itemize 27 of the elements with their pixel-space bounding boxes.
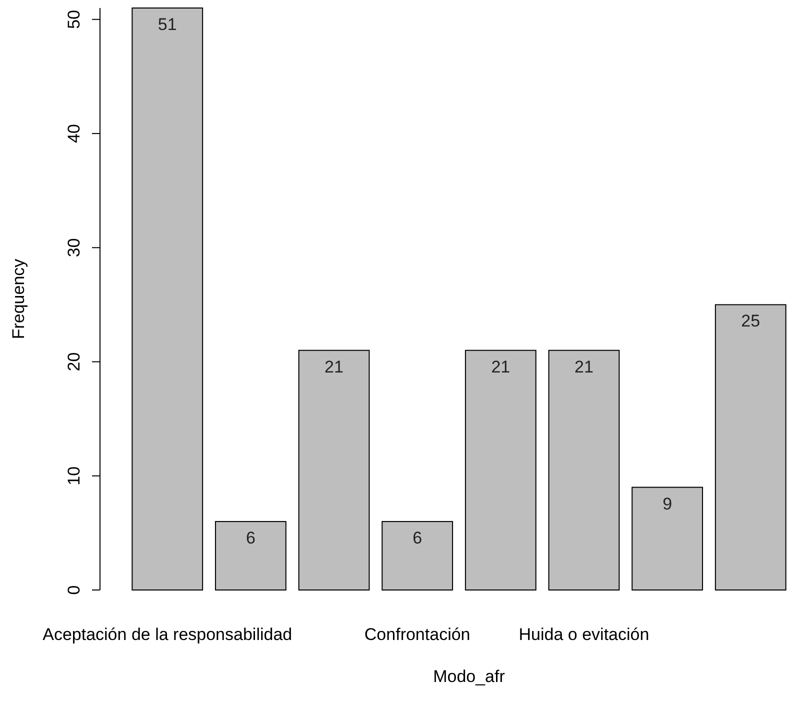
data-label: 51 (158, 15, 177, 34)
x-tick-label: Aceptación de la responsabilidad (42, 625, 292, 644)
y-tick-label: 40 (64, 124, 84, 143)
data-label: 6 (246, 528, 256, 548)
y-tick-label: 10 (64, 466, 84, 486)
y-tick-label: 0 (64, 585, 84, 595)
x-axis-title: Modo_afr (433, 667, 506, 686)
y-tick-label: 20 (64, 352, 84, 372)
bar (214, 521, 286, 590)
bar (132, 8, 204, 590)
data-label: 21 (491, 357, 510, 376)
data-label: 6 (412, 528, 422, 548)
y-axis-title: Frequency (9, 258, 28, 340)
x-tick-label: Confrontación (364, 625, 470, 644)
bar (714, 304, 786, 590)
bar (382, 521, 454, 590)
data-label: 9 (662, 494, 672, 514)
bar (464, 350, 536, 590)
y-tick-label: 30 (64, 238, 84, 258)
data-label: 21 (574, 357, 594, 376)
data-label: 25 (741, 312, 760, 331)
bar (632, 486, 704, 590)
x-tick-label: Huida o evitación (518, 625, 650, 644)
bar (548, 350, 620, 590)
y-tick-label: 50 (64, 10, 84, 29)
bar (298, 350, 370, 590)
data-label: 21 (324, 357, 344, 376)
